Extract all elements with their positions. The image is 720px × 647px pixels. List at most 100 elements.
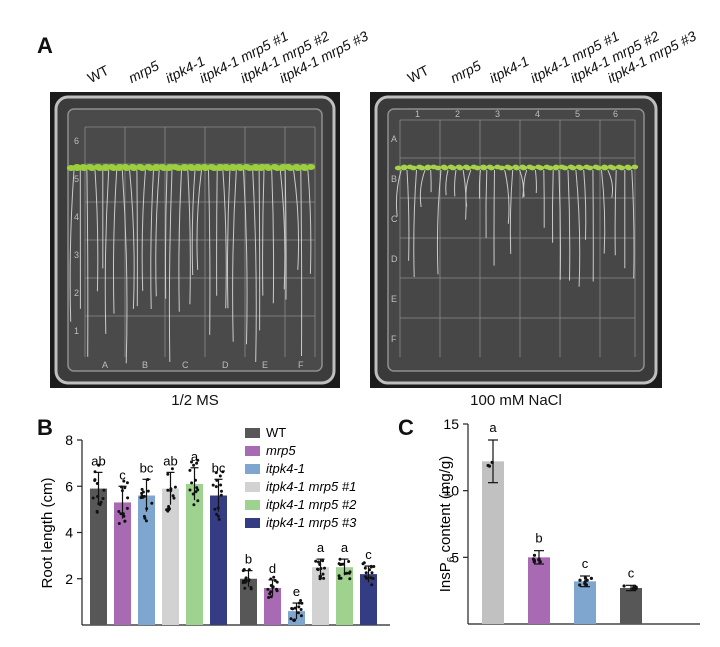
legend-swatch xyxy=(245,428,260,438)
seedling-leaf xyxy=(529,165,536,171)
data-point xyxy=(249,585,253,589)
data-point xyxy=(532,553,537,557)
seedling-root xyxy=(232,169,237,342)
data-point xyxy=(289,617,293,621)
seedling-leaf xyxy=(595,165,602,171)
seedling-root xyxy=(436,169,442,275)
significance-letter: c xyxy=(365,547,372,562)
y-tick-label: 10 xyxy=(443,483,459,499)
seedling-root xyxy=(395,169,402,217)
y-axis-label: Root length (cm) xyxy=(39,478,56,589)
plate1-row-label: 6 xyxy=(74,136,79,146)
legend-label: WT xyxy=(266,425,286,440)
data-point xyxy=(95,510,99,514)
legend-label: itpk4-1 mrp5 #3 xyxy=(266,515,357,530)
bar xyxy=(90,488,107,625)
data-point xyxy=(337,576,341,580)
significance-letter: c xyxy=(119,467,126,482)
data-point xyxy=(244,576,248,580)
data-point xyxy=(538,560,542,564)
data-point xyxy=(589,576,593,580)
legend-swatch xyxy=(245,500,260,510)
data-point xyxy=(578,578,582,582)
data-point xyxy=(244,580,247,584)
data-point xyxy=(141,490,145,494)
data-point xyxy=(316,568,320,572)
data-point xyxy=(583,576,587,580)
data-point xyxy=(142,514,146,518)
data-point xyxy=(365,576,368,580)
seedling-leaf xyxy=(410,165,417,171)
bar xyxy=(138,495,155,625)
panel-label-b: B xyxy=(37,415,53,440)
panel-label-a: A xyxy=(37,33,53,58)
seedling-root xyxy=(150,169,154,310)
data-point xyxy=(268,592,272,596)
data-point xyxy=(314,559,318,563)
legend-label: itpk4-1 xyxy=(266,461,305,476)
seedling-root xyxy=(478,169,481,199)
data-point xyxy=(293,618,297,622)
bar xyxy=(312,567,329,625)
data-point xyxy=(166,472,170,476)
data-point xyxy=(123,519,127,523)
bar xyxy=(162,488,179,625)
seedling-root xyxy=(601,169,606,254)
data-point xyxy=(217,517,221,521)
significance-letter: a xyxy=(489,420,497,435)
seedling-root xyxy=(208,169,211,335)
plate1-col-label: A xyxy=(102,360,108,370)
legend-label: mrp5 xyxy=(266,443,296,458)
seedling-root xyxy=(509,169,514,254)
significance-letter: e xyxy=(293,584,300,599)
data-point xyxy=(196,458,200,462)
data-point xyxy=(220,489,223,493)
data-point xyxy=(622,584,626,588)
data-point xyxy=(370,571,374,575)
seedling-root xyxy=(129,169,135,309)
data-point xyxy=(583,581,587,586)
data-point xyxy=(487,464,492,468)
y-tick-label: 8 xyxy=(65,432,73,448)
seedling-root xyxy=(406,169,410,261)
seedling-root xyxy=(216,169,218,296)
data-point xyxy=(123,486,127,490)
seedling-root xyxy=(271,169,275,304)
plate1-col-label: B xyxy=(142,360,148,370)
data-point xyxy=(117,510,121,513)
data-point xyxy=(195,461,199,465)
significance-letter: c xyxy=(628,565,635,580)
plate1-row-label: 2 xyxy=(74,288,79,298)
data-point xyxy=(140,487,144,491)
plate2-label-itpk4: itpk4-1 xyxy=(486,52,532,86)
seedling-root xyxy=(262,169,265,296)
significance-letter: a xyxy=(341,540,349,555)
seedling-root xyxy=(575,169,581,287)
seedling-leaf xyxy=(464,165,472,171)
data-point xyxy=(319,576,322,580)
seedling-leaf xyxy=(400,165,408,171)
data-point xyxy=(172,496,176,500)
plate2-col-label: 2 xyxy=(455,109,460,119)
data-point xyxy=(173,485,177,489)
plate-caption-control: 1/2 MS xyxy=(171,392,219,409)
seedling-root xyxy=(454,169,457,197)
data-point xyxy=(348,577,352,581)
data-point xyxy=(99,500,103,504)
data-point xyxy=(221,470,225,474)
seedling-root xyxy=(168,169,173,362)
data-point xyxy=(297,605,301,609)
data-point xyxy=(531,557,536,561)
data-point xyxy=(369,576,373,580)
legend-swatch xyxy=(245,518,260,528)
legend-label: itpk4-1 mrp5 #1 xyxy=(266,479,356,494)
plate1-row-label: 1 xyxy=(74,326,79,336)
data-point xyxy=(275,580,279,584)
seedling-root xyxy=(583,169,587,240)
data-point xyxy=(102,488,106,492)
data-point xyxy=(150,501,154,505)
seedling-root xyxy=(607,169,614,198)
data-point xyxy=(348,570,352,574)
data-point xyxy=(275,587,278,591)
data-point xyxy=(171,494,175,498)
